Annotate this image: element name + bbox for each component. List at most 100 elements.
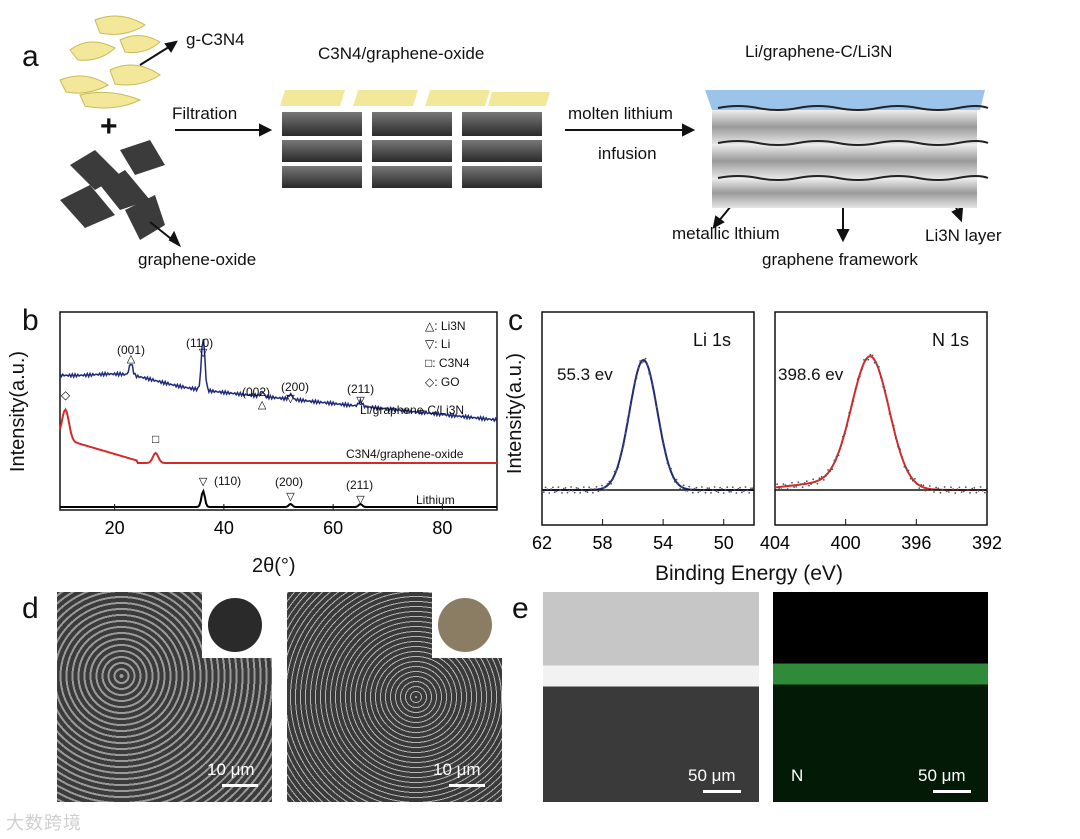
data-point — [590, 488, 592, 490]
data-point — [690, 488, 692, 491]
xrd-x-axis-label: 2θ(°) — [252, 555, 296, 577]
data-point — [837, 454, 840, 457]
data-point — [666, 462, 669, 465]
g-c3n4-label: g-C3N4 — [186, 30, 245, 49]
peak-marker: □ — [152, 432, 159, 446]
peak-label-110-bottom: (110) — [214, 474, 242, 488]
data-point — [797, 481, 800, 483]
x-tick-label: 40 — [214, 518, 234, 538]
data-point — [911, 479, 914, 482]
data-point — [969, 492, 971, 494]
data-point — [542, 491, 545, 493]
data-point — [780, 488, 783, 491]
data-point — [657, 412, 660, 415]
x-tick-label: 20 — [105, 518, 125, 538]
data-point — [582, 486, 585, 488]
watermark-text: 大数跨境 — [6, 813, 82, 833]
data-point — [928, 485, 931, 487]
data-point — [624, 432, 627, 434]
data-point — [664, 450, 667, 453]
data-point — [937, 487, 940, 490]
data-point — [548, 492, 551, 494]
data-point — [737, 487, 740, 490]
data-point — [593, 488, 596, 490]
data-point — [812, 478, 815, 481]
data-point — [926, 488, 929, 491]
data-point — [909, 477, 912, 480]
data-point — [954, 492, 957, 494]
data-point — [967, 489, 969, 491]
data-point — [782, 483, 785, 486]
data-point — [735, 492, 738, 494]
peak-marker: ▽ — [356, 494, 365, 506]
data-point — [920, 484, 923, 486]
data-point — [801, 486, 804, 489]
data-point — [566, 491, 569, 494]
data-point — [835, 455, 838, 458]
data-point — [979, 486, 982, 488]
data-point — [579, 492, 582, 494]
data-point — [875, 364, 878, 366]
peak-label-211-top: (211) — [347, 382, 375, 396]
data-point — [671, 476, 674, 479]
data-point — [733, 488, 736, 491]
data-point — [559, 489, 562, 491]
data-point — [984, 491, 986, 494]
curve-label-c3n4-go: C3N4/graphene-oxide — [346, 447, 464, 461]
data-point — [892, 424, 895, 427]
data-point — [541, 490, 543, 493]
data-point — [890, 418, 893, 421]
x-tick-label: 50 — [714, 533, 734, 553]
data-point — [597, 490, 600, 493]
data-point — [776, 483, 778, 486]
graphene-oxide-label: graphene-oxide — [138, 250, 257, 269]
data-point — [741, 491, 743, 494]
data-point — [601, 484, 603, 487]
data-point — [681, 485, 683, 488]
data-point — [748, 491, 751, 494]
xrd-plot-frame — [59, 311, 498, 511]
li3n-layer-label: Li3N layer — [925, 226, 1002, 245]
data-point — [871, 354, 874, 357]
data-point — [728, 491, 731, 493]
peak-marker: △ — [258, 399, 267, 411]
data-point — [606, 483, 609, 485]
data-point — [905, 467, 908, 469]
data-point — [739, 486, 741, 489]
series-line-C3N4/graphene-oxide — [59, 407, 497, 464]
scale-bar — [703, 790, 741, 793]
data-point — [916, 482, 918, 485]
data-point — [561, 492, 563, 494]
data-point — [795, 486, 798, 488]
data-point — [907, 469, 910, 472]
data-point — [695, 486, 698, 489]
data-point — [810, 483, 812, 485]
eds-element-label: N — [791, 766, 804, 785]
data-point — [952, 488, 954, 491]
molten-lithium-label: molten lithium — [568, 104, 673, 123]
data-point — [688, 485, 691, 488]
data-point — [715, 490, 718, 493]
data-point — [710, 491, 712, 494]
sem-image-graphene-framework: 10 μm — [57, 592, 272, 802]
data-point — [701, 486, 703, 488]
data-point — [642, 360, 645, 363]
data-point — [922, 484, 925, 487]
data-point — [931, 489, 933, 491]
data-point — [869, 353, 872, 356]
data-point — [820, 475, 823, 478]
data-point — [682, 484, 685, 487]
graphene-framework-label: graphene framework — [762, 250, 918, 269]
data-point — [572, 489, 574, 492]
plus-sign: + — [100, 110, 118, 143]
x-tick-label: 62 — [532, 533, 552, 553]
data-point — [816, 482, 819, 485]
data-point — [846, 425, 848, 427]
data-point — [662, 442, 665, 444]
data-point — [653, 397, 656, 400]
data-point — [575, 487, 578, 489]
data-point — [839, 445, 842, 447]
data-point — [943, 486, 946, 488]
data-point — [684, 489, 687, 492]
data-point — [861, 368, 863, 371]
